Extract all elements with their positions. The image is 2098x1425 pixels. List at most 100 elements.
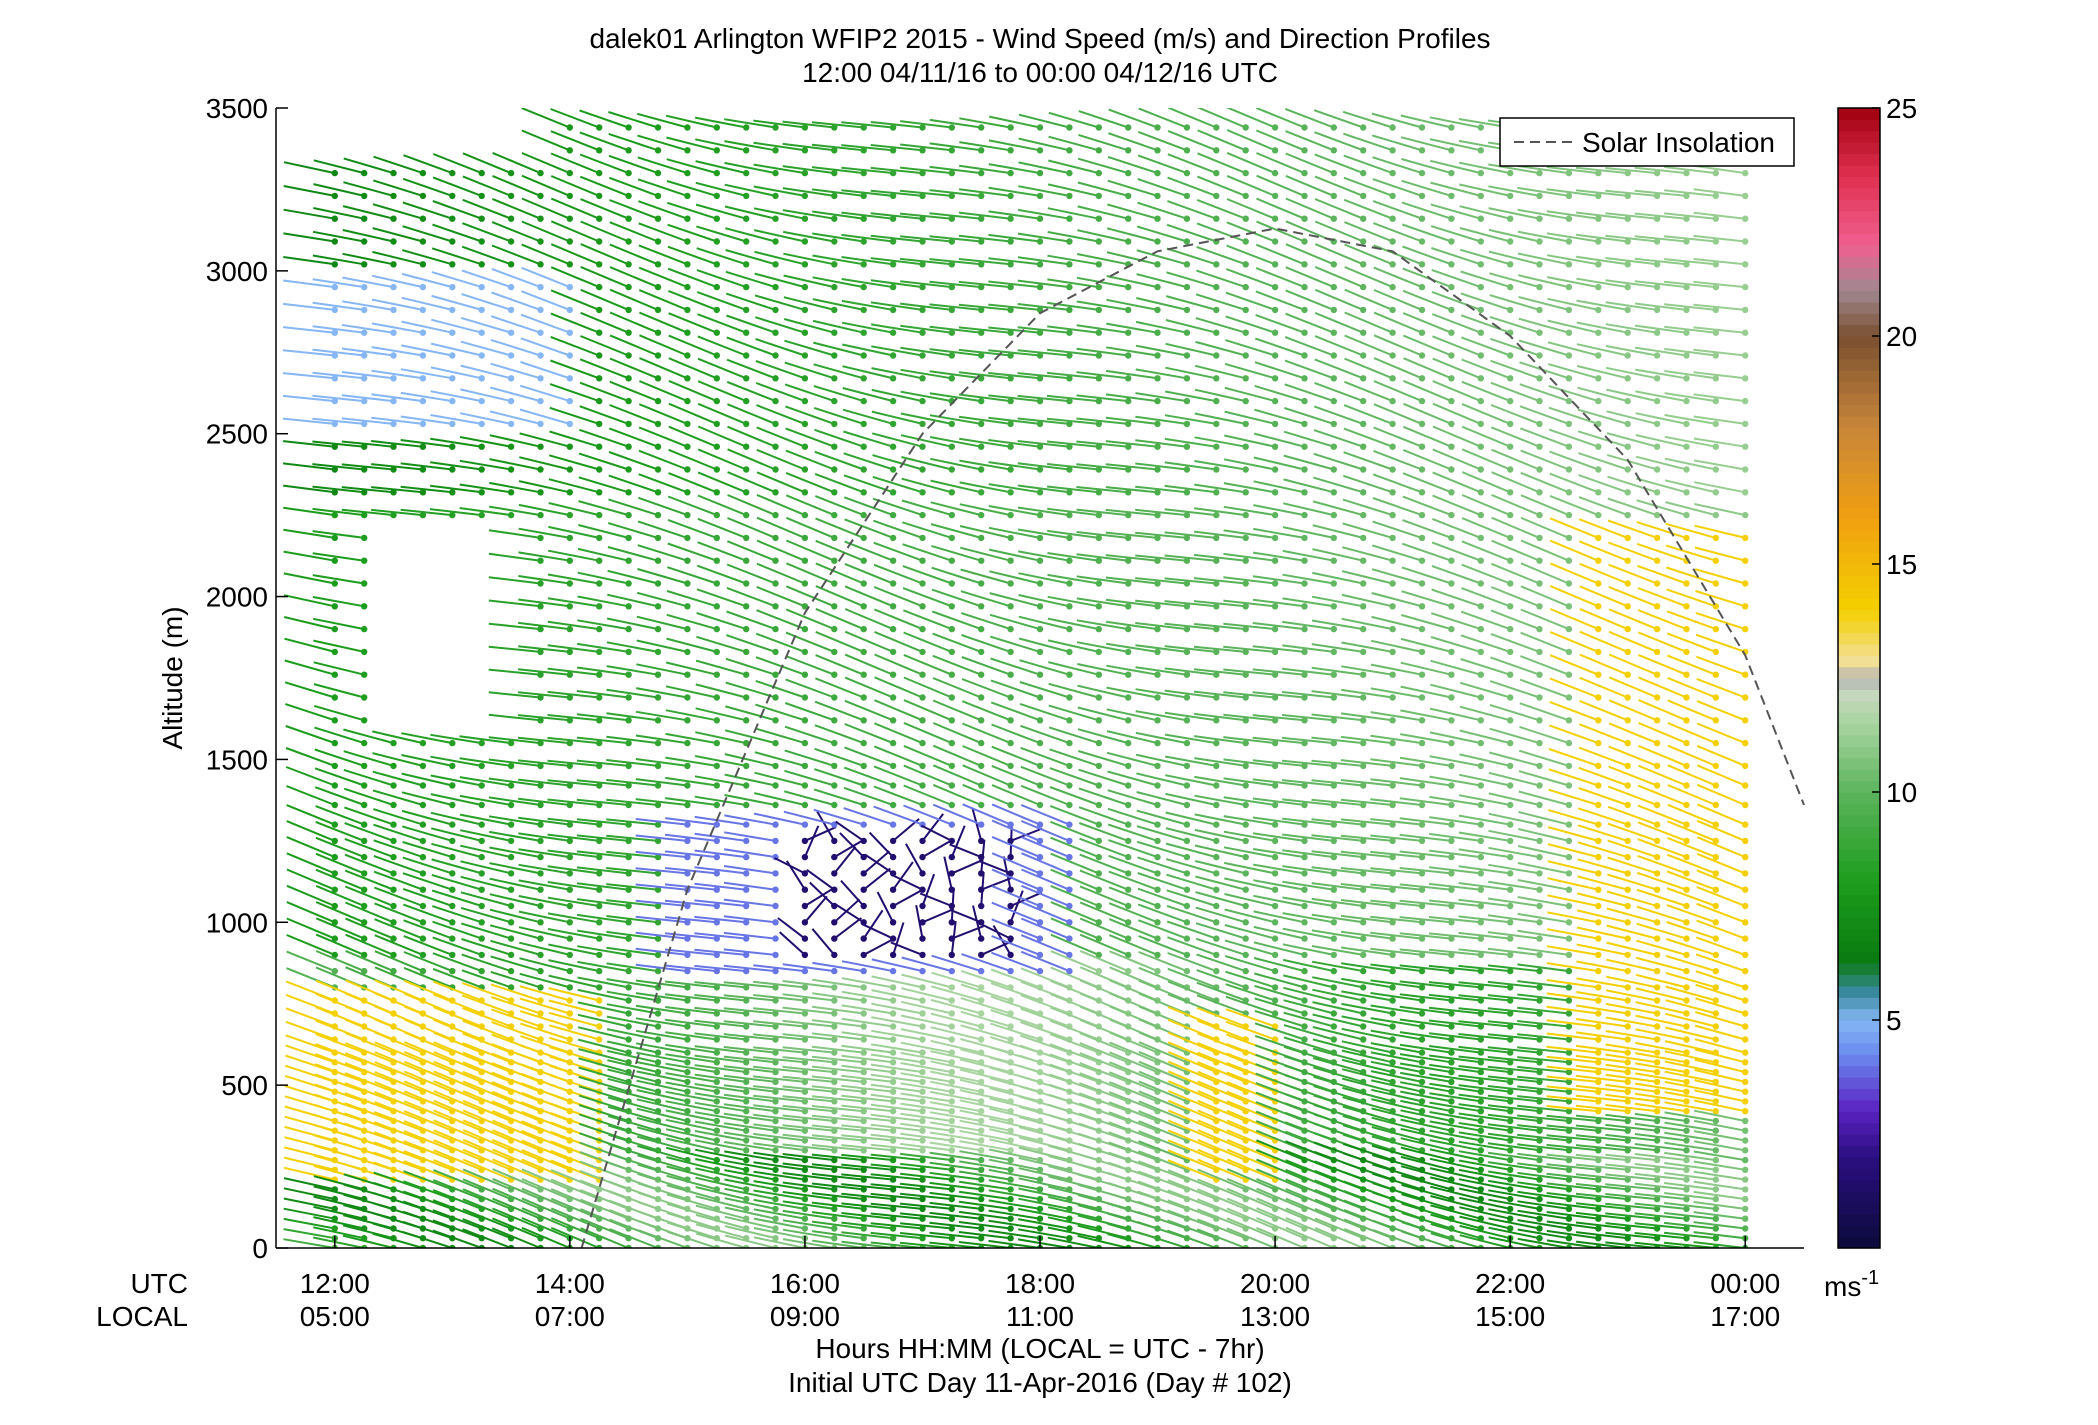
wind-barb-point xyxy=(1418,1088,1426,1095)
wind-barb-point xyxy=(919,997,926,1004)
wind-barb-shaft xyxy=(694,1139,747,1152)
wind-barb-shaft xyxy=(403,1090,453,1113)
wind-barb-point xyxy=(919,625,926,633)
wind-barb-shaft xyxy=(811,1220,864,1230)
wind-barb-shaft xyxy=(785,471,835,494)
wind-barb-shaft xyxy=(959,1150,1011,1162)
wind-barb-point xyxy=(713,1010,720,1017)
wind-barb-shaft xyxy=(753,141,806,152)
wind-barb-point xyxy=(919,1088,926,1095)
wind-barb-shaft xyxy=(286,820,336,842)
wind-barb-shaft xyxy=(962,764,1011,787)
wind-barb-shaft xyxy=(900,1102,952,1113)
wind-barb-point xyxy=(801,1036,809,1043)
wind-barb-point xyxy=(978,283,985,291)
wind-barb-point xyxy=(801,534,809,542)
wind-barb-point xyxy=(361,821,368,828)
wind-barb-shaft xyxy=(345,933,394,956)
wind-barb-point xyxy=(654,420,662,428)
wind-barb-point xyxy=(390,169,397,177)
wind-barb-point xyxy=(801,306,809,314)
wind-barb-point xyxy=(948,169,955,177)
wind-barb-shaft xyxy=(902,587,953,608)
wind-barb-shaft xyxy=(815,517,865,539)
wind-barb-point xyxy=(1125,694,1132,701)
wind-barb-point xyxy=(596,997,603,1004)
wind-barb-point xyxy=(772,1225,779,1232)
wind-barb-shaft xyxy=(577,547,629,562)
wind-barb-point xyxy=(831,648,838,656)
wind-barb-point xyxy=(1095,853,1103,861)
wind-barb-point xyxy=(1036,886,1044,893)
wind-barb-shaft xyxy=(929,142,982,152)
wind-barb-point xyxy=(625,902,632,910)
wind-barb-shaft xyxy=(432,200,483,220)
wind-barb-point xyxy=(1360,352,1367,359)
wind-barb-shaft xyxy=(401,296,453,311)
wind-barb-point xyxy=(1271,511,1279,519)
wind-barb-shaft xyxy=(813,808,864,826)
wind-barb-point xyxy=(801,886,809,893)
wind-barb-point xyxy=(684,1068,691,1076)
wind-barb-point xyxy=(1095,147,1103,154)
wind-barb-point xyxy=(537,886,544,893)
wind-barb-point xyxy=(361,261,368,268)
wind-barb-point xyxy=(331,967,338,975)
wind-barb-shaft xyxy=(862,909,884,940)
wind-barb-point xyxy=(449,261,456,268)
wind-barb-shaft xyxy=(990,657,1041,676)
wind-barb-shaft xyxy=(756,539,806,562)
wind-barb-point xyxy=(801,1127,809,1134)
wind-barb-shaft xyxy=(811,1201,864,1210)
wind-barb-point xyxy=(801,1156,809,1164)
wind-barb-shaft xyxy=(608,1143,659,1162)
wind-barb-shaft xyxy=(753,1104,806,1113)
wind-barb-point xyxy=(978,466,985,473)
wind-barb-point xyxy=(507,762,515,770)
wind-barb-point xyxy=(1301,420,1308,428)
wind-barb-point xyxy=(919,984,926,991)
wind-barb-point xyxy=(860,739,867,747)
wind-barb-point xyxy=(566,124,573,131)
wind-barb-shaft xyxy=(547,736,600,745)
wind-barb-point xyxy=(1183,782,1191,789)
wind-barb-shaft xyxy=(753,1056,806,1064)
wind-barb-shaft xyxy=(1019,1034,1070,1054)
wind-barb-shaft xyxy=(782,1219,835,1230)
wind-barb-point xyxy=(1213,329,1220,336)
wind-barb-point xyxy=(537,511,544,519)
wind-barb-shaft xyxy=(725,249,776,266)
wind-barb-point xyxy=(1125,648,1132,656)
wind-barb-point xyxy=(566,625,573,633)
wind-barb-shaft xyxy=(312,485,365,494)
wind-barb-point xyxy=(978,671,985,678)
wind-barb-shaft xyxy=(432,1219,483,1240)
wind-barb-shaft xyxy=(461,293,512,311)
wind-barb-point xyxy=(1007,821,1014,828)
wind-barb-shaft xyxy=(433,1018,483,1041)
wind-barb-point xyxy=(331,1225,338,1232)
wind-barb-point xyxy=(537,1036,544,1043)
wind-barb-point xyxy=(743,902,750,910)
wind-barb-shaft xyxy=(988,526,1041,539)
wind-barb-shaft xyxy=(637,1182,688,1201)
wind-barb-point xyxy=(625,147,632,154)
wind-barb-shaft xyxy=(900,390,952,403)
wind-barb-point xyxy=(596,984,603,991)
wind-barb-point xyxy=(478,967,485,975)
wind-barb-shaft xyxy=(344,1052,394,1074)
wind-barb-shaft xyxy=(491,1227,541,1248)
wind-barb-shaft xyxy=(312,574,365,585)
wind-barb-point xyxy=(831,919,838,926)
wind-barb-shaft xyxy=(636,1089,688,1103)
wind-barb-shaft xyxy=(403,154,453,175)
wind-barb-point xyxy=(1242,870,1249,877)
wind-barb-point xyxy=(772,967,779,975)
wind-barb-point xyxy=(1418,1059,1426,1066)
wind-barb-point xyxy=(919,443,926,450)
wind-barb-shaft xyxy=(873,586,923,608)
wind-barb-shaft xyxy=(577,1026,629,1041)
wind-barb-point xyxy=(831,603,838,610)
wind-barb-point xyxy=(419,951,427,959)
wind-barb-point xyxy=(831,1137,838,1144)
